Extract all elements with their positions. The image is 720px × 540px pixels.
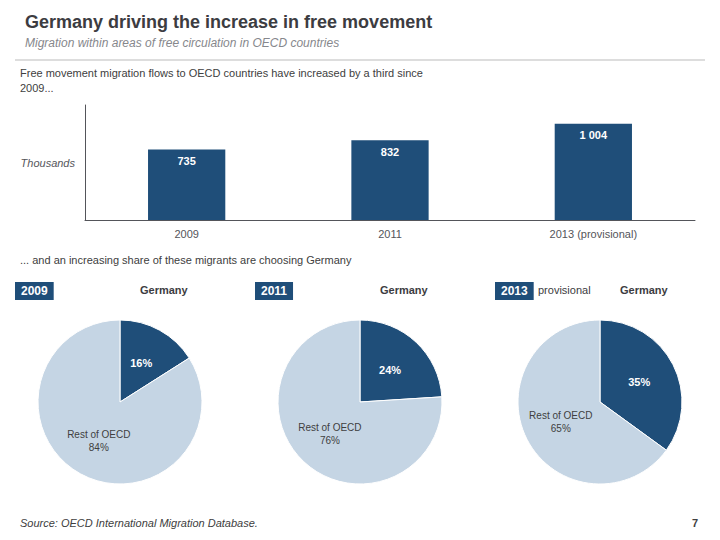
svg-text:65%: 65% <box>551 423 571 434</box>
svg-text:Migration within areas of free: Migration within areas of free circulati… <box>25 36 339 50</box>
svg-text:2011: 2011 <box>378 228 402 240</box>
svg-text:2011: 2011 <box>261 284 287 298</box>
svg-text:1 004: 1 004 <box>580 129 608 141</box>
svg-text:Rest of OECD: Rest of OECD <box>67 429 130 440</box>
svg-text:735: 735 <box>177 155 195 167</box>
svg-text:Germany: Germany <box>380 284 429 296</box>
svg-text:Rest of OECD: Rest of OECD <box>298 422 361 433</box>
svg-text:84%: 84% <box>89 442 109 453</box>
svg-text:35%: 35% <box>628 376 650 388</box>
svg-text:2013: 2013 <box>501 284 528 298</box>
svg-text:16%: 16% <box>130 357 152 369</box>
svg-text:Rest of OECD: Rest of OECD <box>529 410 592 421</box>
svg-text:2009: 2009 <box>174 228 198 240</box>
svg-text:Thousands: Thousands <box>21 157 76 169</box>
svg-text:2009: 2009 <box>21 284 48 298</box>
svg-text:2013 (provisional): 2013 (provisional) <box>550 228 637 240</box>
svg-text:provisional: provisional <box>538 284 591 296</box>
svg-text:... and an increasing share of: ... and an increasing share of these mig… <box>20 254 352 266</box>
svg-text:7: 7 <box>692 517 698 529</box>
svg-text:Free movement migration flows: Free movement migration flows to OECD co… <box>20 67 423 79</box>
svg-text:832: 832 <box>381 146 399 158</box>
svg-text:Source: OECD International Mig: Source: OECD International Migration Dat… <box>20 517 258 529</box>
svg-text:24%: 24% <box>379 364 401 376</box>
svg-text:76%: 76% <box>320 435 340 446</box>
svg-text:Germany: Germany <box>140 284 189 296</box>
svg-text:Germany: Germany <box>620 284 669 296</box>
svg-text:Germany driving the increase i: Germany driving the increase in free mov… <box>25 12 432 32</box>
svg-text:2009...: 2009... <box>20 82 54 94</box>
